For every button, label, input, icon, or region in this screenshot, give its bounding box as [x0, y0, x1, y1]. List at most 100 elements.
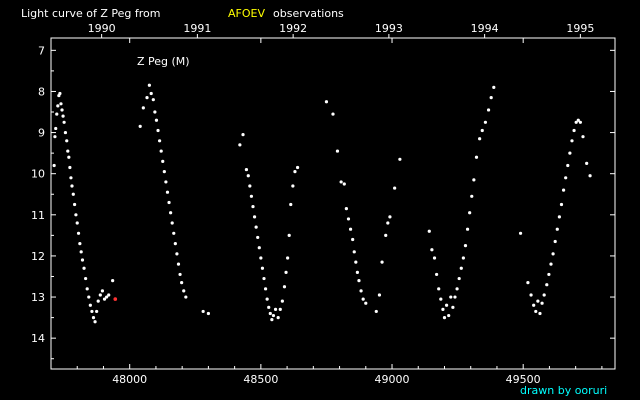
year-label: 1991: [183, 22, 211, 35]
data-point: [461, 256, 465, 260]
data-point: [100, 289, 105, 293]
data-point: [91, 316, 96, 320]
data-point: [60, 108, 64, 112]
data-point: [284, 270, 288, 274]
data-point: [201, 309, 205, 314]
data-point: [555, 227, 559, 231]
data-point: [564, 176, 568, 180]
data-point: [170, 221, 174, 225]
data-point: [393, 186, 397, 190]
year-label: 1992: [279, 22, 307, 35]
data-point: [449, 295, 453, 299]
data-point: [85, 287, 89, 291]
data-point: [71, 192, 75, 196]
data-point: [260, 266, 265, 270]
data-point: [154, 118, 159, 122]
data-point: [78, 241, 82, 246]
data-point: [486, 108, 491, 112]
data-point: [167, 200, 171, 205]
data-point: [80, 258, 85, 262]
data-point: [138, 124, 142, 129]
x-tick-label: 49000: [375, 373, 410, 386]
data-point: [69, 176, 73, 180]
data-point: [551, 252, 555, 256]
data-point: [88, 303, 92, 307]
highlight-data-point: [113, 297, 118, 301]
data-point: [151, 98, 155, 102]
data-point: [442, 316, 447, 320]
data-point: [578, 120, 582, 124]
data-point: [526, 281, 530, 285]
data-point: [62, 120, 66, 124]
data-point: [96, 299, 100, 303]
data-point: [386, 221, 390, 225]
data-point: [432, 256, 437, 260]
data-point: [184, 295, 188, 299]
data-point: [271, 313, 276, 318]
year-label: 1995: [566, 22, 594, 35]
data-point: [566, 163, 570, 168]
data-point: [111, 278, 115, 283]
data-point: [59, 102, 63, 106]
chart-title-suffix: observations: [273, 7, 344, 20]
data-point: [280, 299, 284, 303]
data-point: [58, 91, 62, 96]
data-point: [61, 114, 65, 118]
data-point: [435, 272, 439, 277]
data-point: [557, 215, 561, 219]
data-point: [289, 202, 293, 207]
data-point: [451, 305, 455, 309]
data-point: [287, 233, 291, 237]
chart-title-prefix: Light curve of Z Peg from: [21, 7, 160, 20]
data-point: [107, 293, 111, 297]
data-point: [282, 285, 287, 289]
data-point: [518, 231, 523, 235]
data-point: [354, 260, 358, 264]
y-tick-label: 13: [31, 291, 45, 304]
chart-title-source: AFOEV: [228, 7, 265, 20]
y-tick-label: 12: [31, 250, 45, 263]
x-tick-label: 48500: [243, 373, 278, 386]
data-point: [265, 297, 269, 301]
data-point: [244, 167, 249, 172]
data-point: [259, 256, 263, 260]
data-point: [156, 128, 160, 133]
y-tick-label: 10: [31, 168, 45, 181]
data-point: [588, 174, 592, 178]
data-point: [66, 149, 70, 153]
data-point: [459, 266, 463, 270]
data-point: [63, 130, 68, 135]
data-point: [384, 233, 388, 237]
data-point: [359, 289, 363, 293]
data-point: [241, 133, 245, 137]
data-point: [480, 128, 484, 133]
x-tick-label: 48000: [112, 373, 147, 386]
data-point: [68, 165, 72, 170]
data-point: [268, 311, 272, 316]
year-label: 1993: [375, 22, 403, 35]
data-point: [447, 313, 451, 318]
data-point: [570, 139, 574, 143]
data-point: [478, 137, 482, 141]
y-tick-label: 7: [38, 44, 45, 57]
data-point: [153, 110, 157, 114]
data-point: [324, 100, 329, 104]
data-point: [102, 297, 107, 301]
star-label: Z Peg (M): [137, 55, 190, 68]
data-point: [169, 211, 173, 215]
data-point: [585, 161, 589, 166]
plot-frame: [50, 37, 616, 370]
data-point: [159, 149, 163, 153]
data-point: [54, 126, 58, 131]
data-point: [141, 106, 145, 110]
data-point: [547, 272, 551, 277]
data-point: [206, 311, 210, 316]
data-point: [351, 237, 355, 242]
data-point: [534, 309, 538, 314]
data-point: [267, 305, 271, 309]
data-point: [295, 165, 300, 170]
data-point: [278, 307, 282, 311]
data-point: [346, 217, 351, 221]
data-point: [549, 262, 553, 266]
